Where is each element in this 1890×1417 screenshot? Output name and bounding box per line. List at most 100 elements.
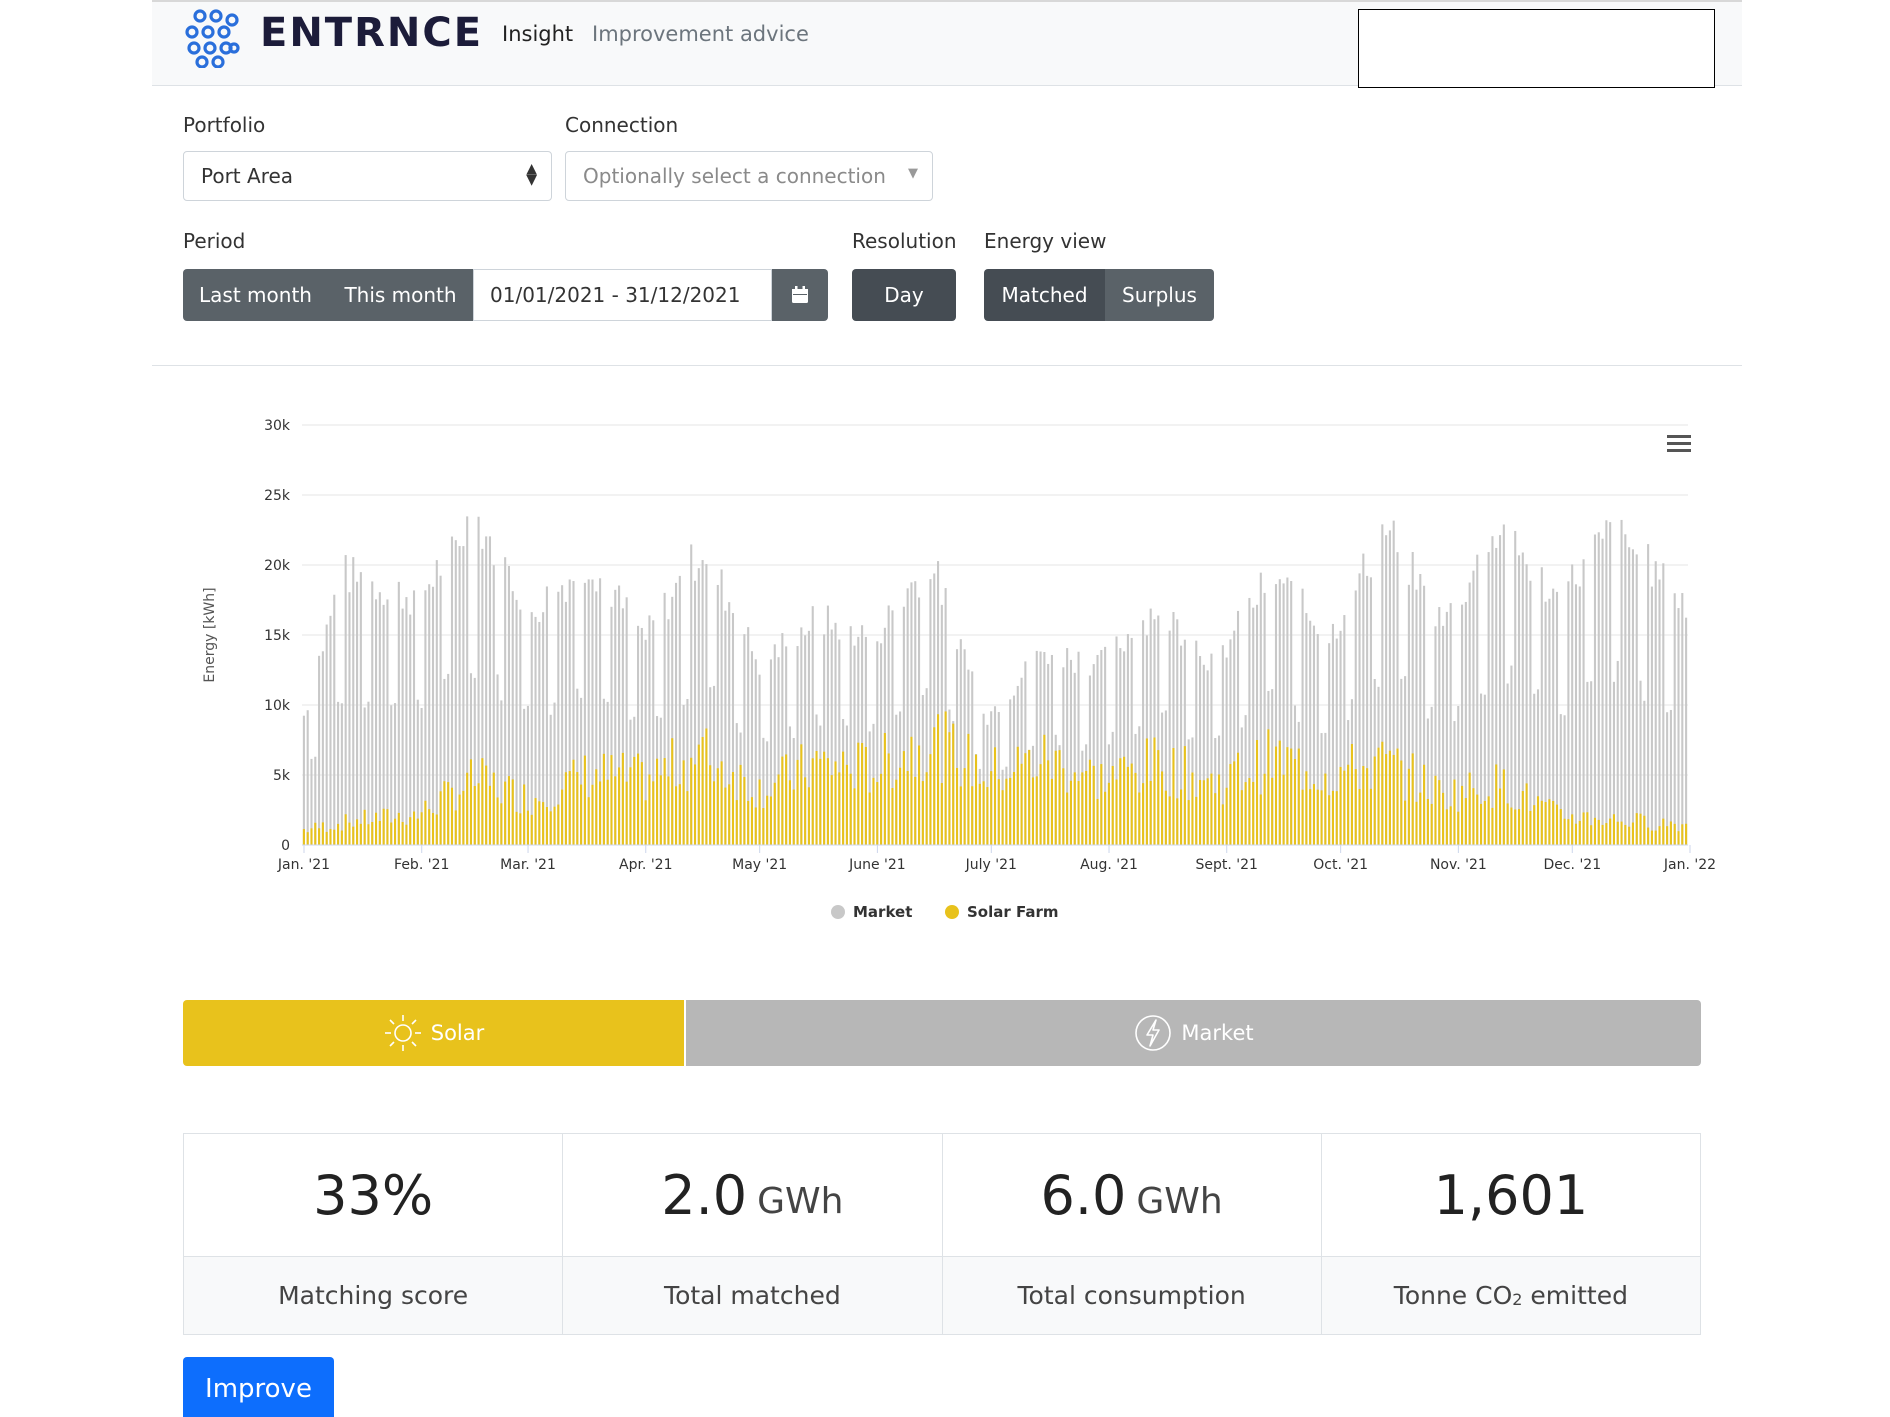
market-bar (454, 540, 457, 845)
market-bar (959, 639, 962, 845)
market-bar (864, 636, 867, 845)
market-bar (1199, 656, 1202, 845)
market-bar (1366, 575, 1369, 845)
solar-bar (1666, 826, 1669, 845)
solar-bar (1578, 820, 1581, 845)
brand-name[interactable]: ENTRNCE (260, 10, 484, 56)
market-bar (344, 555, 347, 845)
solar-bar (826, 758, 829, 845)
solar-bar (1312, 784, 1316, 845)
solar-bar (1252, 781, 1255, 845)
solar-bar (667, 776, 670, 845)
market-bar (1601, 538, 1604, 845)
solar-bar (728, 784, 731, 845)
solar-bar (1286, 747, 1289, 845)
this-month-button[interactable]: This month (328, 269, 473, 321)
solar-bar (1172, 748, 1175, 845)
x-tick-label: June '21 (848, 857, 906, 873)
market-bar (1312, 625, 1316, 845)
solar-bar (602, 753, 605, 845)
market-bar (758, 674, 761, 845)
solar-bar (1126, 766, 1129, 845)
solar-bar (435, 814, 438, 845)
solar-bar (1001, 790, 1004, 845)
solar-bar (967, 733, 970, 845)
market-bar (838, 639, 841, 845)
market-bar (1555, 591, 1559, 845)
solar-bar (576, 772, 579, 845)
market-bar (397, 581, 400, 845)
solar-bar (902, 751, 905, 845)
solar-bar (416, 818, 419, 845)
solar-bar (1419, 792, 1422, 845)
market-bar (1123, 651, 1126, 845)
solar-bar (580, 784, 583, 845)
nav-improvement-advice[interactable]: Improvement advice (592, 22, 809, 46)
market-bar (549, 714, 552, 845)
solar-bar (1400, 760, 1403, 845)
resolution-day-button[interactable]: Day (852, 269, 956, 321)
market-bar (1168, 630, 1171, 845)
market-bar (690, 544, 693, 845)
solar-bar (561, 789, 564, 845)
market-bar (1050, 654, 1054, 845)
market-bar (1563, 715, 1566, 845)
market-bar (785, 646, 788, 845)
market-bar (405, 597, 408, 845)
solar-bar (1620, 821, 1623, 845)
tab-market[interactable]: Market (684, 1000, 1701, 1066)
market-bar (325, 624, 328, 845)
last-month-button[interactable]: Last month (183, 269, 328, 321)
solar-bar (1305, 771, 1308, 845)
market-bar (1073, 672, 1076, 845)
solar-bar (940, 783, 943, 845)
market-bar (1491, 536, 1494, 845)
market-bar (743, 634, 746, 845)
market-bar (488, 536, 492, 845)
solar-bar (1483, 800, 1486, 845)
nav-insight[interactable]: Insight (502, 22, 574, 46)
solar-bar (390, 822, 393, 845)
tab-solar[interactable]: Solar (183, 1000, 684, 1066)
stat-co2-emitted: 1,601 Tonne CO 2 emitted (1321, 1134, 1700, 1334)
solar-bar (1217, 774, 1221, 845)
solar-bar (1221, 804, 1224, 845)
top-navbar: ENTRNCE Insight Improvement advice (152, 0, 1742, 88)
market-bar (1590, 681, 1593, 845)
market-bar (553, 702, 556, 845)
market-bar (902, 606, 905, 845)
solar-bar (1472, 788, 1475, 845)
solar-bar (1134, 772, 1137, 845)
solar-bar (895, 779, 898, 845)
solar-bar (659, 775, 662, 845)
solar-bar (1407, 768, 1410, 845)
market-bar (1673, 593, 1676, 845)
entrnce-logo-icon[interactable] (182, 6, 244, 68)
connection-select[interactable]: Optionally select a connection ▼ (565, 151, 933, 201)
calendar-button[interactable] (772, 269, 828, 321)
market-bar (1502, 524, 1505, 845)
solar-bar (1005, 778, 1008, 845)
improve-button[interactable]: Improve (183, 1357, 334, 1417)
solar-bar (507, 776, 510, 845)
y-axis-title: Energy [kWh] (202, 587, 218, 682)
stat-value: 6.0 (1040, 1163, 1127, 1227)
portfolio-select[interactable]: Port Area ▲ ▼ (183, 151, 552, 201)
matched-button[interactable]: Matched (984, 269, 1105, 321)
market-bar (500, 700, 503, 845)
market-bar (572, 581, 575, 845)
solar-bar (1339, 766, 1342, 845)
solar-bar (678, 784, 681, 845)
market-bar (716, 584, 719, 845)
market-bar (1331, 623, 1335, 845)
surplus-button[interactable]: Surplus (1105, 269, 1214, 321)
date-range-input[interactable]: 01/01/2021 - 31/12/2021 (473, 269, 772, 321)
stat-value: 1,601 (1433, 1163, 1589, 1227)
market-bar (1635, 554, 1638, 845)
market-bar (428, 584, 431, 845)
energy-chart: 0 5k 10k 15k 20k 25k 30k Energy [kWh] Jan. '21 Fe… (202, 418, 1716, 921)
solar-bar (618, 767, 621, 845)
market-bar (587, 579, 590, 845)
market-bar (1487, 552, 1490, 845)
solar-bar (1104, 791, 1107, 845)
